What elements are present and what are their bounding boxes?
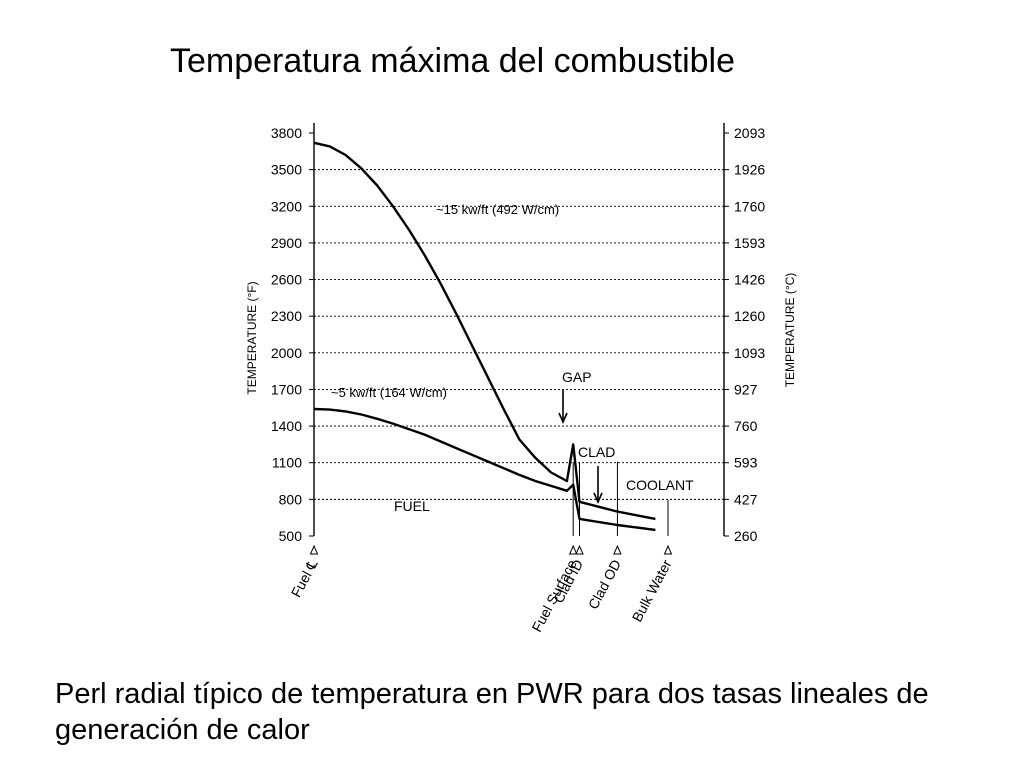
right-tick-labels: 2093 1926 1760 1593 1426 1260 1093 927 760 593 427… [734, 125, 765, 544]
right-tick-label: 760 [734, 418, 758, 434]
left-tick-label: 1100 [272, 455, 302, 471]
right-tick-label: 1926 [734, 162, 765, 178]
right-tick-label: 2093 [734, 125, 765, 141]
right-tick-label: 927 [734, 381, 758, 397]
right-tick-label: 1426 [734, 272, 765, 288]
clad-label: CLAD [578, 444, 615, 460]
marker-triangle [309, 544, 319, 555]
right-tick-label: 260 [734, 528, 758, 544]
series-lines [313, 141, 656, 532]
axes [309, 123, 729, 537]
marker-label: Fuel ℄ [288, 557, 321, 600]
left-tick-label: 500 [279, 528, 303, 544]
left-tick-label: 800 [279, 491, 303, 507]
marker-label: Clad OD [585, 557, 624, 612]
fuel-label: FUEL [394, 498, 430, 514]
right-tick-label: 1093 [734, 345, 765, 361]
left-tick-label: 2300 [271, 308, 302, 324]
left-tick-label: 3200 [271, 198, 302, 214]
clad-arrow [593, 466, 603, 504]
right-tick-label: 593 [734, 455, 758, 471]
coolant-label: COOLANT [626, 477, 694, 493]
left-axis-label: TEMPERATURE (°F) [245, 281, 259, 394]
left-tick-label: 3500 [271, 162, 302, 178]
marker-label: Bulk Water [629, 557, 675, 625]
left-tick-label: 3800 [271, 125, 302, 141]
left-tick-labels: 3800 3500 3200 2900 2600 2300 2000 1700 1400 1100… [271, 125, 302, 544]
right-tick-label: 427 [734, 491, 758, 507]
marker-triangle [663, 544, 673, 555]
series-line-1 [313, 407, 656, 532]
left-tick-label: 1400 [271, 418, 302, 434]
left-tick-label: 2900 [271, 235, 302, 251]
left-tick-label: 2000 [271, 345, 302, 361]
marker-triangle [575, 544, 584, 555]
series-line-0 [313, 141, 656, 521]
series-label-5: ~5 kw/ft (164 W/cm) [331, 385, 447, 400]
right-axis-label: TEMPERATURE (°C) [783, 273, 797, 388]
series-label-15: ~15 kw/ft (492 W/cm) [436, 202, 559, 217]
slide-title: Temperatura máxima del combustible [169, 42, 736, 80]
gap-label: GAP [562, 369, 592, 385]
annotations: TEMPERATURE (°F) TEMPERATURE (°C) ~15 kw… [245, 202, 797, 514]
right-tick-label: 1593 [734, 235, 765, 251]
gap-arrow [558, 390, 568, 424]
temperature-chart: 3800 3500 3200 2900 2600 2300 2000 1700 1400 1100… [245, 123, 797, 634]
grid-lines [314, 169, 724, 500]
marker-triangle [568, 544, 578, 555]
marker-triangle [613, 544, 622, 555]
slide-caption: Perl radial típico de temperatura en PWR… [55, 678, 929, 746]
left-tick-label: 1700 [271, 381, 302, 397]
right-tick-label: 1260 [734, 308, 765, 324]
right-tick-label: 1760 [734, 198, 765, 214]
left-tick-label: 2600 [271, 272, 302, 288]
